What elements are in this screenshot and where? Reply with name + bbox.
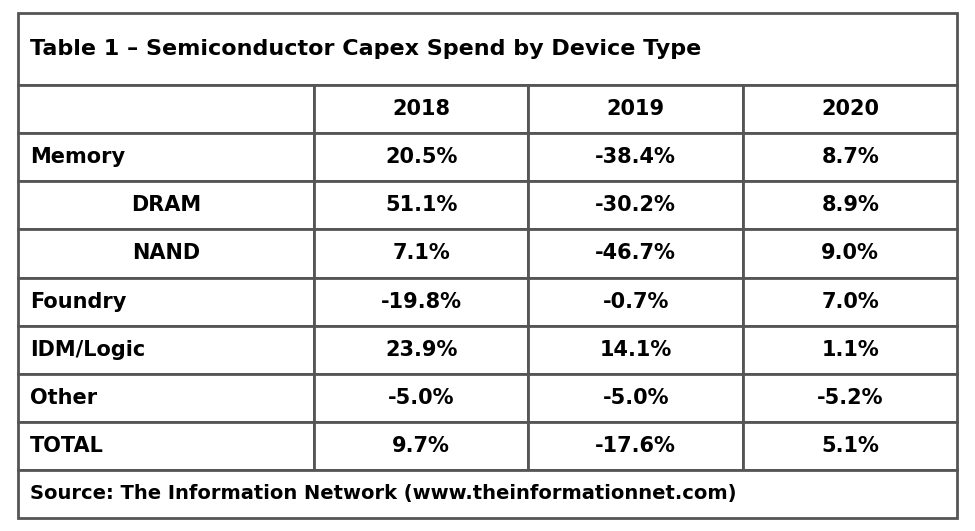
Text: 1.1%: 1.1%: [821, 340, 879, 359]
Text: DRAM: DRAM: [131, 195, 201, 216]
Text: 7.1%: 7.1%: [392, 244, 450, 263]
Bar: [743, 422, 957, 470]
Text: 20.5%: 20.5%: [385, 148, 457, 167]
Text: -30.2%: -30.2%: [596, 195, 676, 216]
Bar: [18, 133, 314, 182]
Bar: [18, 422, 314, 470]
Bar: [528, 374, 743, 422]
Bar: [743, 278, 957, 326]
Bar: [743, 374, 957, 422]
Text: -17.6%: -17.6%: [596, 435, 676, 456]
Text: 9.7%: 9.7%: [392, 435, 450, 456]
Bar: [743, 85, 957, 133]
Bar: [18, 229, 314, 278]
Bar: [18, 326, 314, 374]
Bar: [18, 85, 314, 133]
Text: -0.7%: -0.7%: [603, 292, 669, 312]
Text: Source: The Information Network (www.theinformationnet.com): Source: The Information Network (www.the…: [30, 484, 737, 503]
Bar: [528, 422, 743, 470]
Text: IDM/Logic: IDM/Logic: [30, 340, 145, 359]
Bar: [743, 326, 957, 374]
Text: Table 1 – Semiconductor Capex Spend by Device Type: Table 1 – Semiconductor Capex Spend by D…: [30, 39, 701, 59]
Bar: [314, 229, 528, 278]
Bar: [528, 326, 743, 374]
Text: -5.0%: -5.0%: [603, 388, 669, 408]
Bar: [314, 422, 528, 470]
Text: Foundry: Foundry: [30, 292, 127, 312]
Bar: [18, 470, 957, 518]
Bar: [528, 182, 743, 229]
Text: 7.0%: 7.0%: [821, 292, 879, 312]
Text: 8.7%: 8.7%: [821, 148, 879, 167]
Bar: [528, 278, 743, 326]
Bar: [314, 374, 528, 422]
Text: 14.1%: 14.1%: [600, 340, 672, 359]
Text: 5.1%: 5.1%: [821, 435, 879, 456]
Bar: [743, 182, 957, 229]
Text: 9.0%: 9.0%: [821, 244, 879, 263]
Bar: [314, 133, 528, 182]
Bar: [18, 374, 314, 422]
Bar: [528, 133, 743, 182]
Text: 23.9%: 23.9%: [385, 340, 457, 359]
Bar: [743, 229, 957, 278]
Text: Other: Other: [30, 388, 98, 408]
Text: 8.9%: 8.9%: [821, 195, 879, 216]
Bar: [18, 13, 957, 85]
Text: 2020: 2020: [821, 99, 879, 119]
Text: -5.2%: -5.2%: [817, 388, 883, 408]
Text: Memory: Memory: [30, 148, 126, 167]
Bar: [314, 182, 528, 229]
Bar: [314, 85, 528, 133]
Text: NAND: NAND: [132, 244, 200, 263]
Bar: [18, 182, 314, 229]
Text: TOTAL: TOTAL: [30, 435, 104, 456]
Text: -5.0%: -5.0%: [388, 388, 454, 408]
Text: -38.4%: -38.4%: [596, 148, 676, 167]
Bar: [18, 278, 314, 326]
Text: 51.1%: 51.1%: [385, 195, 457, 216]
Text: -46.7%: -46.7%: [596, 244, 676, 263]
Bar: [314, 326, 528, 374]
Bar: [528, 85, 743, 133]
Text: 2019: 2019: [606, 99, 665, 119]
Bar: [314, 278, 528, 326]
Text: 2018: 2018: [392, 99, 450, 119]
Bar: [528, 229, 743, 278]
Bar: [743, 133, 957, 182]
Text: -19.8%: -19.8%: [380, 292, 462, 312]
